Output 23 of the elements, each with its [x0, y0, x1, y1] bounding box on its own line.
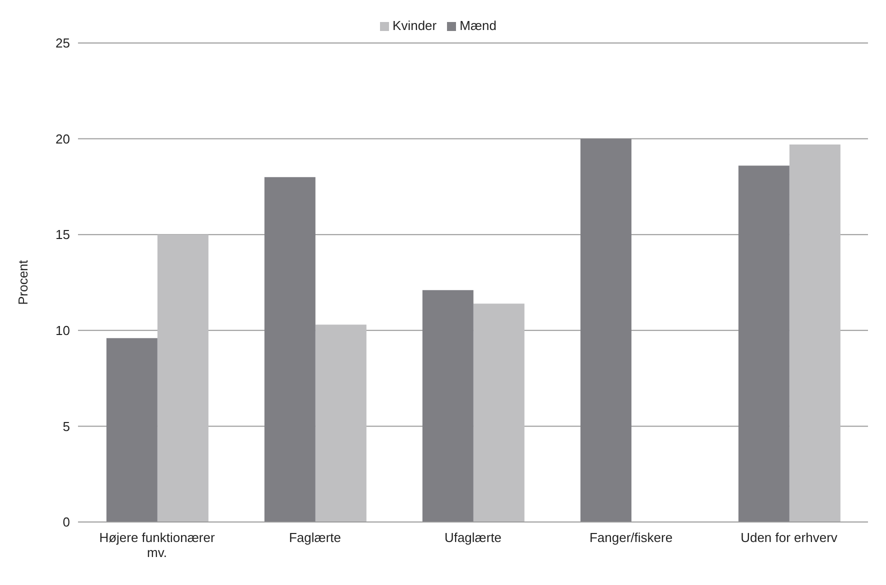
- legend-label: Mænd: [460, 18, 496, 33]
- x-tick-label: Højere funktionærer mv.: [99, 530, 216, 560]
- y-tick-label: 0: [62, 514, 70, 530]
- bar: [580, 138, 632, 522]
- y-tick-label: 5: [62, 418, 70, 434]
- bar: [422, 290, 474, 522]
- y-tick-label: 25: [56, 36, 70, 51]
- y-axis-title: Procent: [16, 260, 31, 305]
- bar: [473, 304, 524, 522]
- y-tick-label: 20: [56, 131, 70, 146]
- x-tick-label: Ufaglærte: [444, 530, 502, 545]
- bar: [264, 177, 316, 522]
- bar: [738, 166, 790, 522]
- legend-label: Kvinder: [392, 18, 437, 33]
- x-tick-label: Uden for erhverv: [740, 530, 838, 545]
- x-tick-label: Fanger/fiskere: [589, 530, 673, 545]
- bar: [789, 144, 840, 522]
- y-tick-label: 15: [56, 227, 70, 242]
- bar: [157, 234, 208, 522]
- x-tick-label: Faglærte: [288, 530, 342, 545]
- bar: [106, 338, 158, 522]
- bar: [315, 324, 366, 522]
- y-tick-label: 10: [56, 323, 70, 338]
